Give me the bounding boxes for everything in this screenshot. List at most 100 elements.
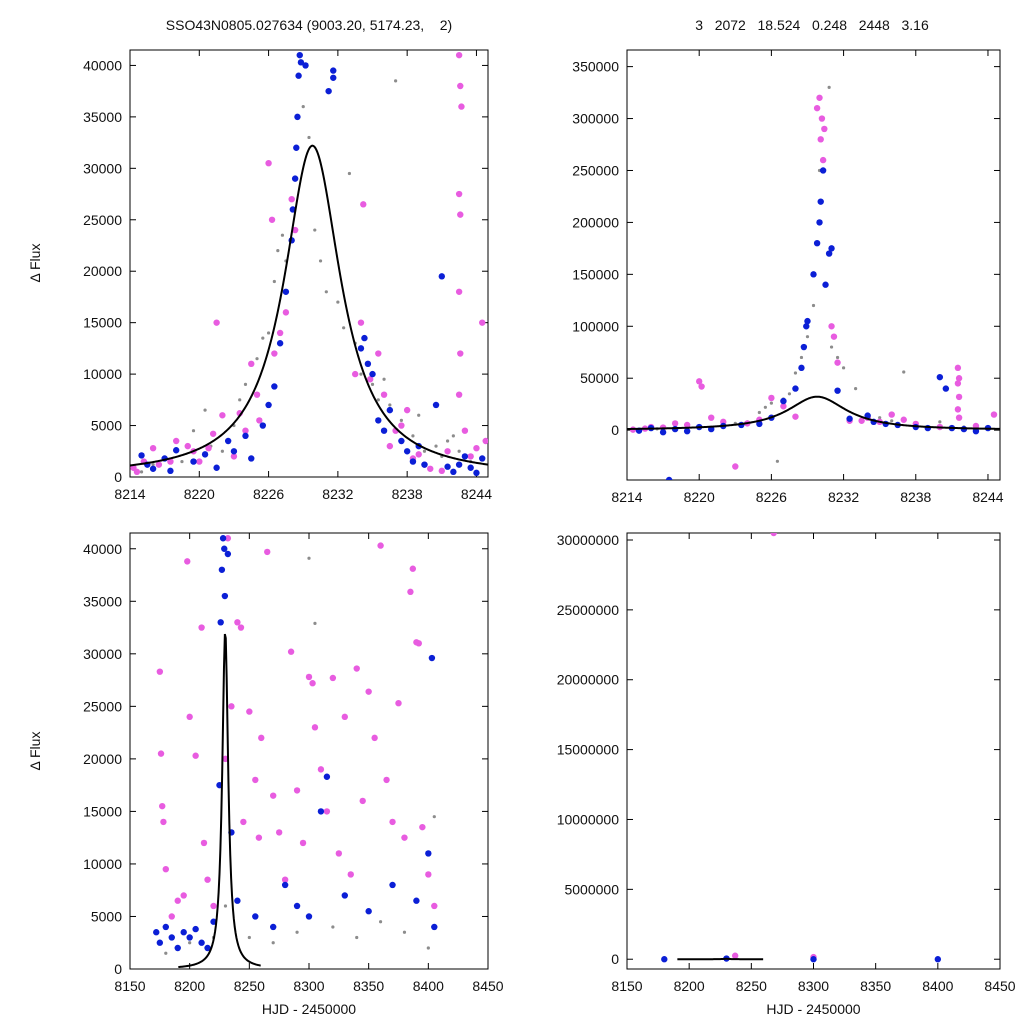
- data-point-pink: [888, 411, 895, 418]
- y-tick-label: 200000: [572, 214, 619, 230]
- data-point-blue: [828, 245, 835, 252]
- chart-panels: 0 5000 10000 15000 20000 25000 30000 35000 40000…: [27, 49, 1016, 1017]
- data-point-blue: [431, 923, 438, 931]
- data-point-gray: [411, 434, 415, 438]
- x-tick-label: 8226: [253, 486, 284, 502]
- data-point-pink: [731, 952, 739, 959]
- panel-top-left: 0 5000 10000 15000 20000 25000 30000 35000 40000…: [27, 49, 492, 502]
- data-point-pink: [287, 648, 295, 655]
- data-point-pink: [819, 156, 827, 164]
- data-point-blue: [317, 808, 325, 815]
- x-tick-label: 8226: [756, 489, 787, 505]
- x-tick-label: 8200: [674, 978, 705, 994]
- data-point-blue: [248, 455, 255, 462]
- data-point-pink: [196, 458, 203, 465]
- data-point-pink: [828, 323, 835, 330]
- data-point-blue: [281, 881, 289, 889]
- data-point-blue: [295, 72, 302, 79]
- data-point-blue: [822, 281, 829, 288]
- data-point-pink: [198, 624, 205, 631]
- data-point-blue: [810, 956, 817, 963]
- x-tick-label: 8450: [472, 978, 503, 994]
- data-point-pink: [900, 416, 907, 423]
- data-point-pink: [162, 865, 169, 873]
- data-point-pink: [234, 619, 241, 626]
- x-tick-label: 8244: [461, 486, 492, 502]
- data-point-blue: [365, 908, 372, 915]
- data-point-blue: [217, 619, 224, 626]
- data-point-pink: [473, 444, 480, 452]
- data-point-pink: [954, 406, 962, 413]
- x-tick-label: 8350: [353, 978, 384, 994]
- y-tick-label: 5000: [91, 908, 122, 924]
- model-curve: [178, 633, 261, 969]
- data-point-blue: [389, 881, 396, 889]
- data-point-gray: [793, 371, 798, 375]
- data-point-gray: [829, 345, 834, 349]
- data-point-blue: [450, 468, 457, 476]
- data-point-pink: [367, 376, 374, 383]
- data-point-pink: [281, 876, 289, 883]
- y-tick-label: 10000000: [557, 811, 620, 827]
- model-curve: [627, 395, 1000, 430]
- data-point-pink: [224, 535, 232, 542]
- data-point-pink: [954, 364, 962, 372]
- data-point-blue: [296, 51, 303, 59]
- y-tick-label: 0: [114, 961, 122, 977]
- data-point-gray: [402, 930, 407, 934]
- data-point-pink: [479, 319, 486, 326]
- data-point-blue: [817, 198, 824, 205]
- data-point-blue: [810, 271, 817, 278]
- data-point-blue: [661, 956, 668, 963]
- data-point-pink: [671, 420, 679, 427]
- x-tick-label: 8350: [860, 978, 891, 994]
- data-point-blue: [172, 447, 180, 454]
- data-point-gray: [841, 366, 846, 370]
- y-tick-label: 5000: [91, 418, 122, 434]
- panel-top-right: 0 50000 100000 150000 200000 250000 300000 3500…: [572, 49, 1004, 505]
- data-point-pink: [955, 414, 963, 421]
- data-point-pink: [184, 442, 191, 450]
- data-point-pink: [955, 375, 963, 382]
- data-point-gray: [243, 382, 248, 386]
- y-tick-label: 15000: [83, 803, 122, 819]
- data-point-blue: [800, 343, 808, 351]
- data-point-gray: [355, 935, 359, 940]
- chart-title-left: SSO43N0805.027634 (9003.20, 5174.23, 2): [166, 17, 452, 33]
- data-point-blue: [204, 944, 211, 952]
- data-point-gray: [457, 449, 461, 453]
- y-tick-label: 40000: [83, 541, 122, 557]
- data-point-pink: [282, 309, 290, 316]
- data-point-blue: [934, 956, 942, 963]
- plot-frame: [129, 49, 489, 478]
- data-layer: [153, 535, 438, 969]
- data-point-blue: [265, 401, 272, 409]
- data-point-pink: [353, 665, 360, 672]
- data-point-pink: [455, 391, 463, 398]
- data-point-gray: [191, 429, 196, 433]
- data-point-pink: [401, 834, 408, 841]
- data-point-gray: [805, 335, 810, 339]
- data-point-pink: [455, 190, 463, 198]
- data-point-pink: [168, 913, 175, 920]
- data-point-gray: [261, 336, 265, 340]
- data-point-blue: [846, 415, 853, 422]
- data-point-pink: [341, 713, 348, 721]
- x-tick-label: 8150: [114, 978, 145, 994]
- data-point-blue: [297, 59, 305, 66]
- data-point-blue: [756, 420, 763, 428]
- data-point-gray: [295, 930, 299, 934]
- data-point-gray: [266, 331, 271, 335]
- data-point-gray: [827, 85, 831, 89]
- data-point-pink: [228, 703, 235, 710]
- data-point-gray: [445, 439, 450, 443]
- y-tick-label: 350000: [572, 59, 619, 75]
- data-point-pink: [695, 378, 703, 385]
- x-tick-label: 8200: [174, 978, 205, 994]
- data-point-gray: [902, 370, 906, 374]
- data-point-pink: [174, 897, 181, 904]
- data-point-pink: [371, 734, 378, 742]
- data-point-gray: [394, 79, 398, 83]
- y-tick-label: 100000: [572, 318, 619, 334]
